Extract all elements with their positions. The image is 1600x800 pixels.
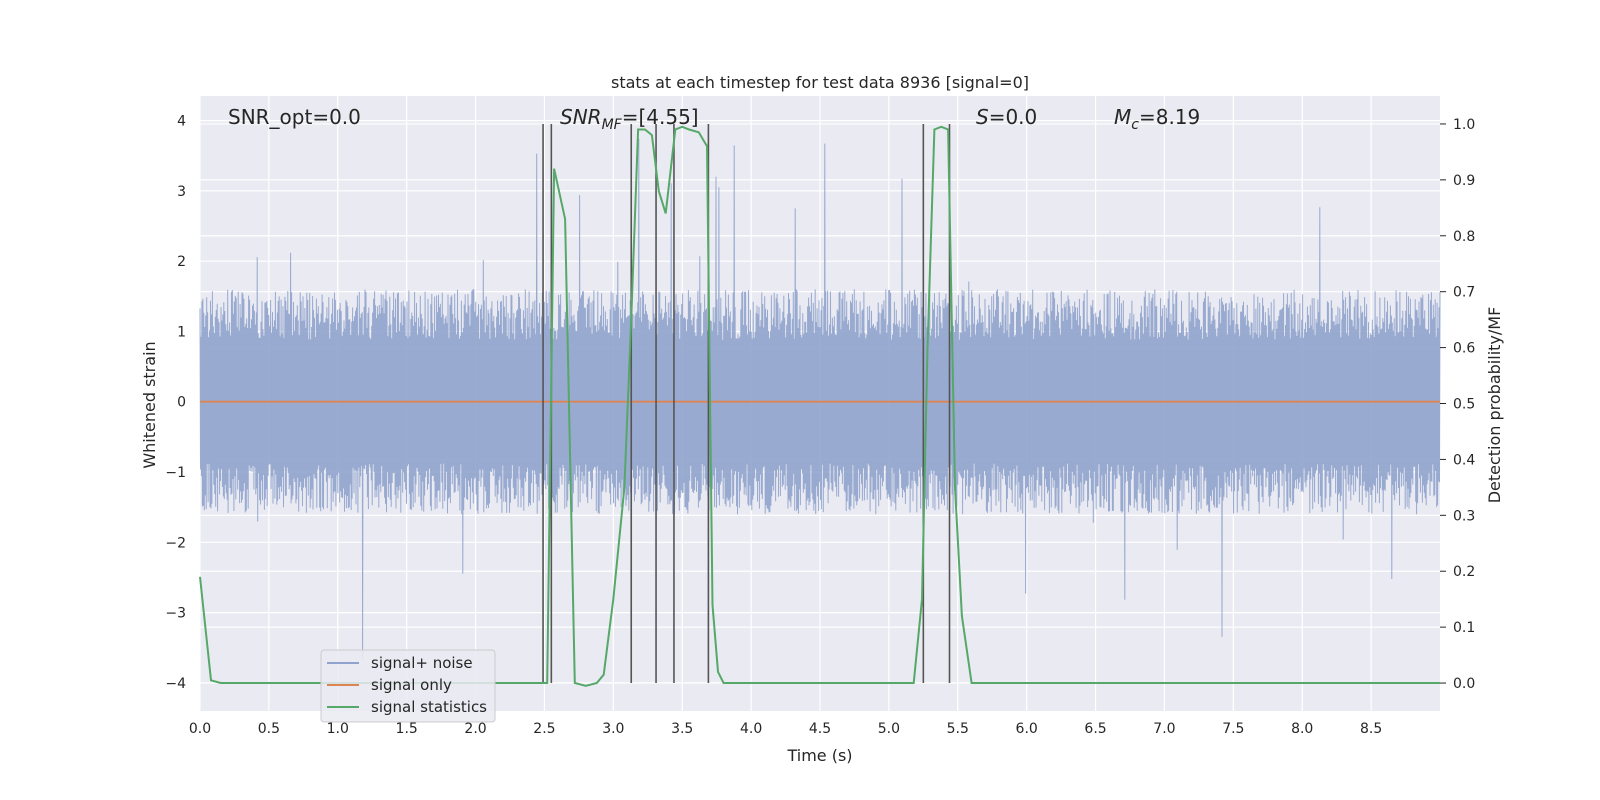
annotation-mc: Mc=8.19 — [1114, 105, 1200, 133]
y-axis-ticks: 4 3 2 1 0 −1 −2 −3 −4 — [165, 114, 186, 692]
y2-tick-label: 0.3 — [1453, 508, 1475, 524]
x-tick-label: 2.5 — [533, 721, 555, 737]
legend-label-signal: signal only — [371, 676, 452, 694]
x-tick-label: 4.0 — [740, 721, 762, 737]
y2-tick-label: 0.9 — [1453, 173, 1475, 189]
mc-main: M — [1114, 105, 1131, 129]
snr-mf-main: SNR — [560, 105, 602, 129]
y2-tick-label: 0.0 — [1453, 676, 1475, 692]
y2-tick-label: 0.2 — [1453, 564, 1475, 580]
annotation-snr-opt: SNR_opt=0.0 — [228, 105, 361, 129]
signal-noise-series — [199, 138, 1441, 659]
x-tick-label: 8.0 — [1291, 721, 1313, 737]
x-tick-label: 5.0 — [878, 721, 900, 737]
x-tick-label: 6.0 — [1016, 721, 1038, 737]
noise-line — [199, 138, 1441, 659]
y-tick-label: 0 — [177, 395, 186, 411]
y2-tick-label: 0.8 — [1453, 229, 1475, 245]
y-tick-label: −1 — [165, 465, 186, 481]
chart-title: stats at each timestep for test data 893… — [611, 73, 1029, 92]
x-tick-label: 3.0 — [602, 721, 624, 737]
x-axis-label: Time (s) — [786, 746, 852, 765]
s-main: S — [976, 105, 989, 129]
x-tick-label: 4.5 — [809, 721, 831, 737]
legend-label-noise: signal+ noise — [371, 654, 473, 672]
snr-mf-sub: MF — [602, 117, 623, 133]
x-tick-label: 0.0 — [189, 721, 211, 737]
signal-statistics-series — [199, 125, 1440, 687]
y2-tick-label: 0.5 — [1453, 397, 1475, 413]
mc-sub: c — [1131, 117, 1139, 133]
y-tick-label: 3 — [177, 184, 186, 200]
y2-tick-label: 1.0 — [1453, 117, 1475, 133]
y-tick-label: −2 — [165, 535, 186, 551]
y2-axis-ticks: 1.0 0.9 0.8 0.7 0.6 0.5 0.4 0.3 0.2 0.1 0.0 — [1440, 117, 1475, 692]
s-tail: =0.0 — [989, 105, 1038, 129]
x-tick-label: 2.0 — [464, 721, 486, 737]
snr-mf-tail: =[4.55] — [622, 105, 699, 129]
x-tick-label: 1.5 — [396, 721, 418, 737]
signal-statistics-line — [199, 125, 1440, 687]
x-axis-ticks: 0.0 0.5 1.0 1.5 2.0 2.5 3.0 3.5 4.0 4.5 5.0 5.5 6.0 6… — [189, 721, 1382, 737]
mc-tail: =8.19 — [1139, 105, 1200, 129]
y2-tick-label: 0.1 — [1453, 620, 1475, 636]
y2-tick-label: 0.4 — [1453, 452, 1475, 468]
x-tick-label: 0.5 — [258, 721, 280, 737]
x-tick-label: 8.5 — [1360, 721, 1382, 737]
y-tick-label: −4 — [165, 676, 186, 692]
y2-axis-label: Detection probability/MF — [1485, 307, 1504, 504]
y-tick-label: 2 — [177, 254, 186, 270]
x-tick-label: 7.0 — [1153, 721, 1175, 737]
y-tick-label: 4 — [177, 114, 186, 130]
y-tick-label: 1 — [177, 324, 186, 340]
legend-box — [320, 649, 496, 723]
annotation-snr-mf: SNRMF=[4.55] — [560, 105, 699, 133]
y2-tick-label: 0.6 — [1453, 341, 1475, 357]
annotation-s: S=0.0 — [976, 105, 1037, 129]
legend: signal+ noise signal only signal statist… — [320, 649, 496, 723]
x-tick-label: 1.0 — [327, 721, 349, 737]
y-axis-label: Whitened strain — [140, 341, 159, 468]
x-tick-label: 3.5 — [671, 721, 693, 737]
x-tick-label: 6.5 — [1084, 721, 1106, 737]
y2-tick-label: 0.7 — [1453, 285, 1475, 301]
legend-label-stats: signal statistics — [371, 698, 487, 716]
x-tick-label: 7.5 — [1222, 721, 1244, 737]
y-tick-label: −3 — [165, 606, 186, 622]
x-tick-label: 5.5 — [947, 721, 969, 737]
